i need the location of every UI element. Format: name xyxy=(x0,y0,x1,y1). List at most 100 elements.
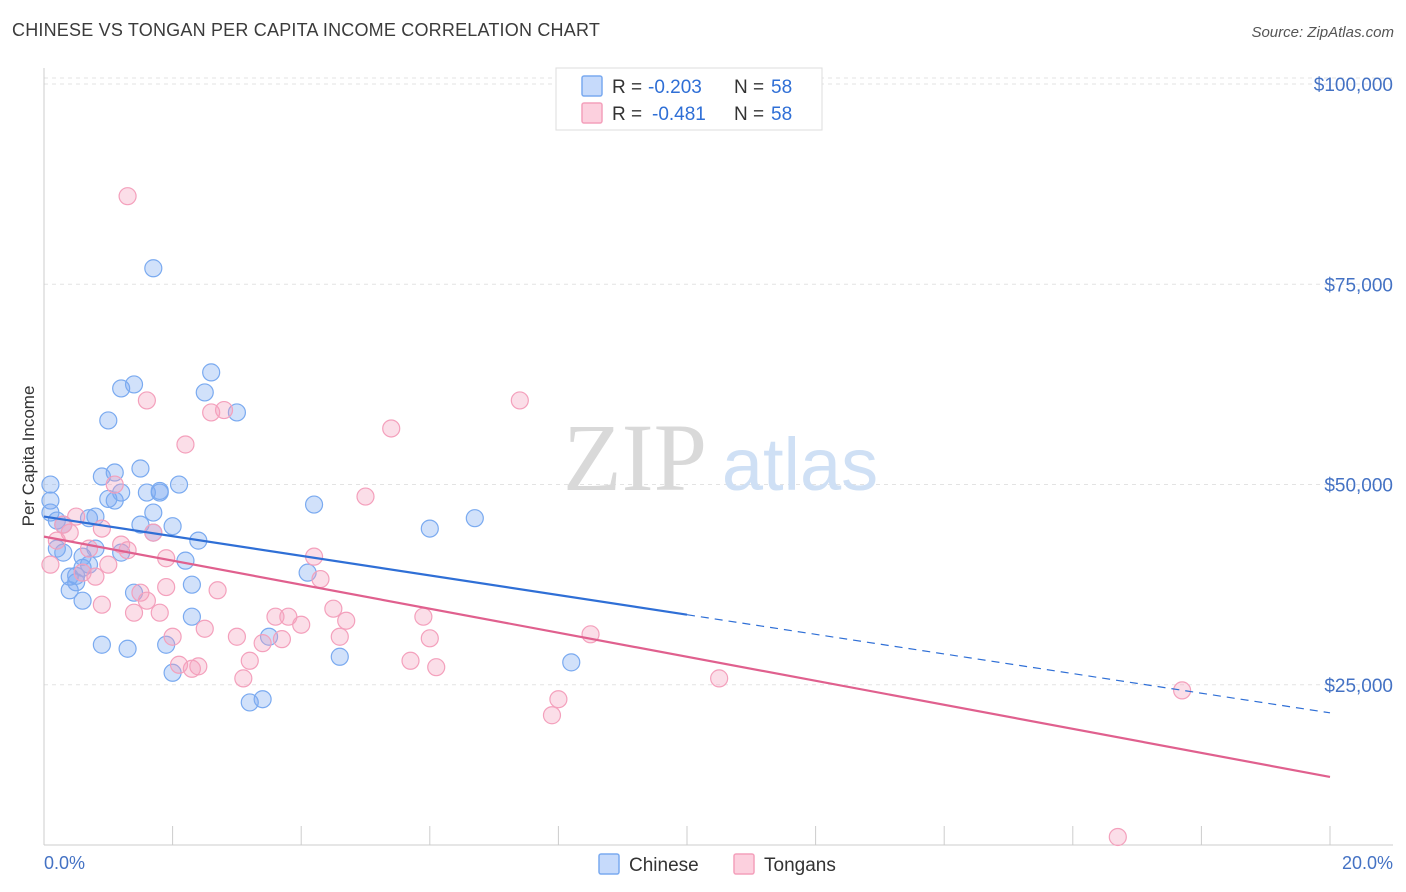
point-tongans xyxy=(60,523,79,542)
point-chinese xyxy=(163,517,182,536)
point-chinese xyxy=(169,475,189,494)
y-tick-label: $50,000 xyxy=(1324,476,1393,497)
point-tongans xyxy=(414,607,433,626)
stats-legend: R = -0.203 N = 58 R = -0.481 N = 58 xyxy=(555,67,823,131)
point-tongans xyxy=(382,419,401,438)
point-tongans xyxy=(86,567,105,586)
x-ticks: 0.0% 20.0% xyxy=(43,826,1393,873)
point-chinese xyxy=(562,653,581,672)
point-tongans xyxy=(137,391,156,410)
point-tongans xyxy=(330,627,349,646)
legend-r-value-chinese: -0.203 xyxy=(648,77,702,98)
legend-n-label-chinese: N = xyxy=(734,77,764,98)
source-label: Source: ZipAtlas.com xyxy=(1251,24,1394,41)
point-tongans xyxy=(137,591,156,610)
point-chinese xyxy=(144,503,163,522)
point-tongans xyxy=(99,555,118,574)
point-tongans xyxy=(710,669,729,688)
point-tongans xyxy=(510,391,529,410)
point-tongans xyxy=(240,651,259,670)
series-legend-swatch-chinese xyxy=(598,853,620,875)
series-legend: Chinese Tongans xyxy=(598,853,836,876)
point-chinese xyxy=(202,363,221,382)
point-chinese xyxy=(420,519,439,538)
point-chinese xyxy=(330,647,349,666)
point-tongans xyxy=(1173,681,1192,700)
point-tongans xyxy=(266,607,285,626)
point-chinese xyxy=(99,411,118,430)
legend-n-value-tongans: 58 xyxy=(771,104,792,125)
x-tick-label-min: 0.0% xyxy=(44,853,85,873)
y-axis-title: Per Capita Income xyxy=(19,386,38,527)
y-tick-label: $75,000 xyxy=(1324,275,1393,296)
point-tongans xyxy=(420,629,439,648)
legend-swatch-chinese xyxy=(581,75,603,97)
point-tongans xyxy=(176,435,195,454)
point-tongans xyxy=(227,627,246,646)
legend-r-label-chinese: R = xyxy=(612,77,642,98)
watermark-atlas: atlas xyxy=(722,423,878,506)
data-points xyxy=(41,187,1192,847)
legend-swatch-tongans xyxy=(581,102,603,124)
point-chinese xyxy=(92,635,111,654)
point-tongans xyxy=(234,669,253,688)
point-chinese xyxy=(118,639,137,658)
gridlines xyxy=(44,77,1393,686)
point-tongans xyxy=(118,187,137,206)
legend-n-label-tongans: N = xyxy=(734,104,764,125)
legend-n-value-chinese: 58 xyxy=(771,77,792,98)
chart-title: CHINESE VS TONGAN PER CAPITA INCOME CORR… xyxy=(12,20,601,40)
point-tongans xyxy=(272,630,292,649)
point-tongans xyxy=(427,658,446,677)
point-tongans xyxy=(124,603,144,622)
y-tick-label: $100,000 xyxy=(1314,75,1393,96)
series-legend-label-tongans: Tongans xyxy=(764,855,836,876)
point-tongans xyxy=(105,475,124,494)
point-tongans xyxy=(208,581,227,600)
point-chinese xyxy=(176,551,195,570)
point-tongans xyxy=(157,577,176,597)
point-tongans xyxy=(214,400,234,420)
point-tongans xyxy=(92,595,111,614)
point-chinese xyxy=(73,591,92,610)
point-tongans xyxy=(542,706,562,725)
point-tongans xyxy=(189,657,208,676)
point-chinese xyxy=(304,495,324,514)
point-tongans xyxy=(195,619,214,638)
point-tongans xyxy=(163,627,182,646)
point-chinese xyxy=(131,459,150,478)
series-legend-label-chinese: Chinese xyxy=(629,855,699,876)
point-chinese xyxy=(182,575,201,594)
point-tongans xyxy=(92,519,111,538)
point-tongans xyxy=(401,651,420,670)
point-tongans xyxy=(1108,827,1127,847)
point-tongans xyxy=(292,615,311,634)
point-chinese xyxy=(41,475,60,494)
legend-r-value-tongans: -0.481 xyxy=(652,104,706,125)
watermark: ZIP atlas xyxy=(563,404,878,511)
point-tongans xyxy=(279,607,298,626)
series-legend-swatch-tongans xyxy=(733,853,755,875)
point-chinese xyxy=(124,375,144,394)
axes xyxy=(43,68,1393,846)
point-tongans xyxy=(79,539,99,558)
trend-lines xyxy=(43,515,1331,778)
point-tongans xyxy=(311,569,330,589)
y-tick-label: $25,000 xyxy=(1324,676,1393,697)
point-tongans xyxy=(253,634,272,653)
point-tongans xyxy=(337,611,356,630)
point-tongans xyxy=(549,690,568,709)
point-tongans xyxy=(324,599,343,618)
point-chinese xyxy=(131,515,150,534)
point-chinese xyxy=(144,259,163,278)
point-chinese xyxy=(195,383,214,402)
point-chinese xyxy=(253,690,272,709)
trend-line-tongans xyxy=(43,535,1331,778)
point-chinese xyxy=(465,509,484,528)
trend-line-extension-chinese xyxy=(686,614,1331,714)
y-tick-labels: $25,000 $50,000 $75,000 $100,000 xyxy=(1314,75,1393,697)
point-tongans xyxy=(150,603,169,622)
point-chinese xyxy=(150,481,169,501)
trend-line-chinese xyxy=(43,515,688,616)
